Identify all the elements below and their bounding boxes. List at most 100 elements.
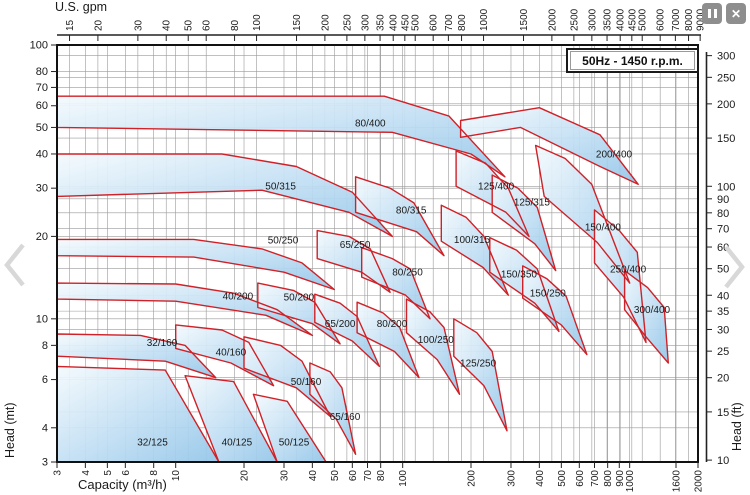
top-axis-title: U.S. gpm: [55, 0, 108, 14]
top-tick-label: 800: [457, 14, 468, 31]
region-curve-65/200: [314, 293, 381, 368]
top-tick-label: 200: [320, 14, 331, 31]
region-curve-80/200: [356, 301, 420, 379]
region-125/315: [492, 175, 556, 271]
region-curve-125/250: [453, 318, 508, 432]
top-tick-label: 1500: [519, 8, 530, 31]
left-tick-label: 100: [30, 40, 48, 52]
bottom-tick-label: 50: [330, 470, 341, 482]
bottom-tick-label: 800: [603, 470, 614, 487]
region-label-100/250: 100/250: [418, 335, 455, 346]
top-tick-label: 9000: [696, 8, 707, 31]
region-label-80/315: 80/315: [396, 205, 427, 216]
bottom-tick-label: 20: [240, 470, 251, 482]
top-tick-label: 50: [184, 19, 195, 31]
region-label-150/350: 150/350: [501, 269, 538, 280]
bottom-tick-label: 10: [171, 470, 182, 482]
top-tick-label: 30: [133, 19, 144, 31]
top-tick-label: 4000: [616, 8, 627, 31]
right-tick-label: 100: [717, 181, 735, 193]
region-label-80/400: 80/400: [355, 118, 386, 129]
left-tick-label: 50: [36, 122, 48, 134]
left-tick-label: 4: [42, 422, 48, 434]
right-tick-label: 80: [717, 208, 729, 220]
right-tick-label: 90: [717, 194, 729, 206]
previous-arrow[interactable]: [0, 239, 30, 291]
region-label-32/160: 32/160: [147, 338, 178, 349]
top-tick-label: 400: [389, 14, 400, 31]
bottom-tick-label: 1600: [672, 470, 683, 493]
region-curves: [56, 95, 669, 463]
region-32/125: [57, 366, 219, 462]
bottom-tick-label: 4: [81, 470, 92, 476]
top-tick-label: 500: [411, 14, 422, 31]
bottom-tick-label: 3: [53, 470, 64, 476]
top-tick-label: 40: [162, 19, 173, 31]
pause-button[interactable]: [702, 3, 722, 24]
bottom-tick-label: 80: [376, 470, 387, 482]
region-curve-125/400: [455, 150, 530, 238]
region-80/400: [57, 96, 505, 177]
region-125/250: [453, 318, 507, 431]
region-50/160: [244, 336, 331, 417]
top-tick-label: 6000: [656, 8, 667, 31]
region-label-50/315: 50/315: [265, 182, 296, 193]
right-tick-label: 150: [717, 133, 735, 145]
region-curve-80/250: [361, 246, 431, 320]
top-axis: 15 20 30 40 50 60 80 100 150 200 250 300 350 400 450 50…: [57, 8, 707, 41]
right-tick-label: 70: [717, 224, 729, 236]
region-label-150/400: 150/400: [585, 223, 622, 234]
chevron-left-icon: [4, 243, 25, 287]
bottom-tick-label: 700: [590, 470, 601, 487]
region-curve-40/200: [56, 282, 314, 337]
region-label-40/200: 40/200: [223, 292, 254, 303]
left-tick-label: 8: [42, 340, 48, 352]
top-tick-label: 20: [93, 19, 104, 31]
region-label-65/250: 65/250: [340, 240, 371, 251]
region-curve-150/250: [522, 265, 588, 356]
top-tick-label: 2500: [569, 8, 580, 31]
top-tick-label: 300: [360, 14, 371, 31]
top-tick-label: 7000: [671, 8, 682, 31]
region-curve-125/315: [491, 174, 557, 272]
region-label-40/160: 40/160: [216, 348, 247, 359]
left-tick-label: 3: [42, 457, 48, 469]
region-curve-300/400: [623, 269, 669, 364]
region-curve-150/350: [489, 236, 560, 333]
bottom-tick-label: 60: [348, 470, 359, 482]
bottom-tick-label: 2000: [694, 470, 705, 493]
region-curve-50/200: [257, 282, 341, 345]
region-curve-50/315: [56, 153, 393, 238]
region-200/400: [460, 107, 639, 185]
right-tick-label: 50: [717, 264, 729, 276]
bottom-tick-label: 400: [535, 470, 546, 487]
region-curve-250/400: [593, 209, 647, 344]
region-label-40/125: 40/125: [222, 438, 253, 449]
top-tick-label: 2000: [547, 8, 558, 31]
region-label-125/250: 125/250: [460, 359, 497, 370]
region-label-32/125: 32/125: [137, 438, 168, 449]
right-tick-label: 250: [717, 72, 735, 84]
region-curve-200/400: [459, 107, 639, 185]
bottom-tick-label: 200: [467, 470, 478, 487]
region-label-100/315: 100/315: [454, 235, 491, 246]
top-tick-label: 100: [252, 14, 263, 31]
next-arrow[interactable]: [719, 241, 749, 293]
region-300/400: [624, 270, 669, 363]
bottom-tick-label: 500: [557, 470, 568, 487]
close-button[interactable]: ✕: [726, 3, 746, 24]
top-tick-label: 4500: [627, 8, 638, 31]
top-tick-label: 3000: [587, 8, 598, 31]
region-80/250: [361, 247, 430, 319]
pause-icon: [707, 9, 711, 18]
top-tick-label: 1000: [479, 8, 490, 31]
left-tick-label: 60: [36, 100, 48, 112]
left-tick-label: 80: [36, 66, 48, 78]
region-65/160: [309, 363, 356, 455]
bottom-tick-label: 40: [308, 470, 319, 482]
right-tick-label: 40: [717, 290, 729, 302]
region-curve-100/315: [440, 204, 509, 296]
top-tick-label: 600: [429, 14, 440, 31]
